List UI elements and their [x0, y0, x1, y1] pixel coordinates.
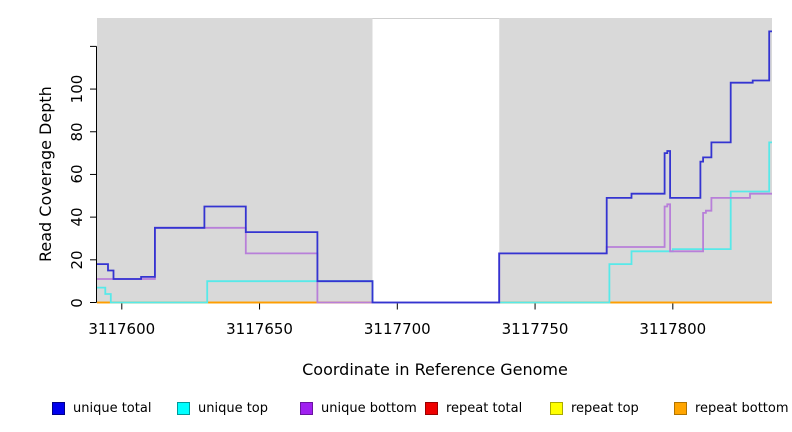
- x-axis-label: Coordinate in Reference Genome: [302, 360, 568, 379]
- y-tick-label: 80: [68, 122, 86, 142]
- series-unique-bottom-line: [97, 192, 772, 304]
- x-tick-label: 3117700: [363, 320, 431, 338]
- shaded-region-1: [97, 18, 373, 303]
- y-tick-label: 20: [68, 250, 86, 270]
- y-axis-label: Read Coverage Depth: [36, 86, 55, 262]
- x-tick-label: 3117750: [501, 320, 569, 338]
- x-tick-label: 3117800: [639, 320, 707, 338]
- series-unique-top-line: [97, 141, 772, 304]
- y-tick-label: 60: [68, 164, 86, 184]
- series-unique-total-line: [97, 30, 772, 304]
- x-tick-label: 3117600: [88, 320, 156, 338]
- y-tick-label: 100: [68, 74, 86, 104]
- shaded-region-2: [499, 18, 772, 303]
- y-tick-label: 0: [68, 297, 86, 308]
- y-tick-label: 40: [68, 207, 86, 227]
- x-tick-label: 3117650: [226, 320, 293, 338]
